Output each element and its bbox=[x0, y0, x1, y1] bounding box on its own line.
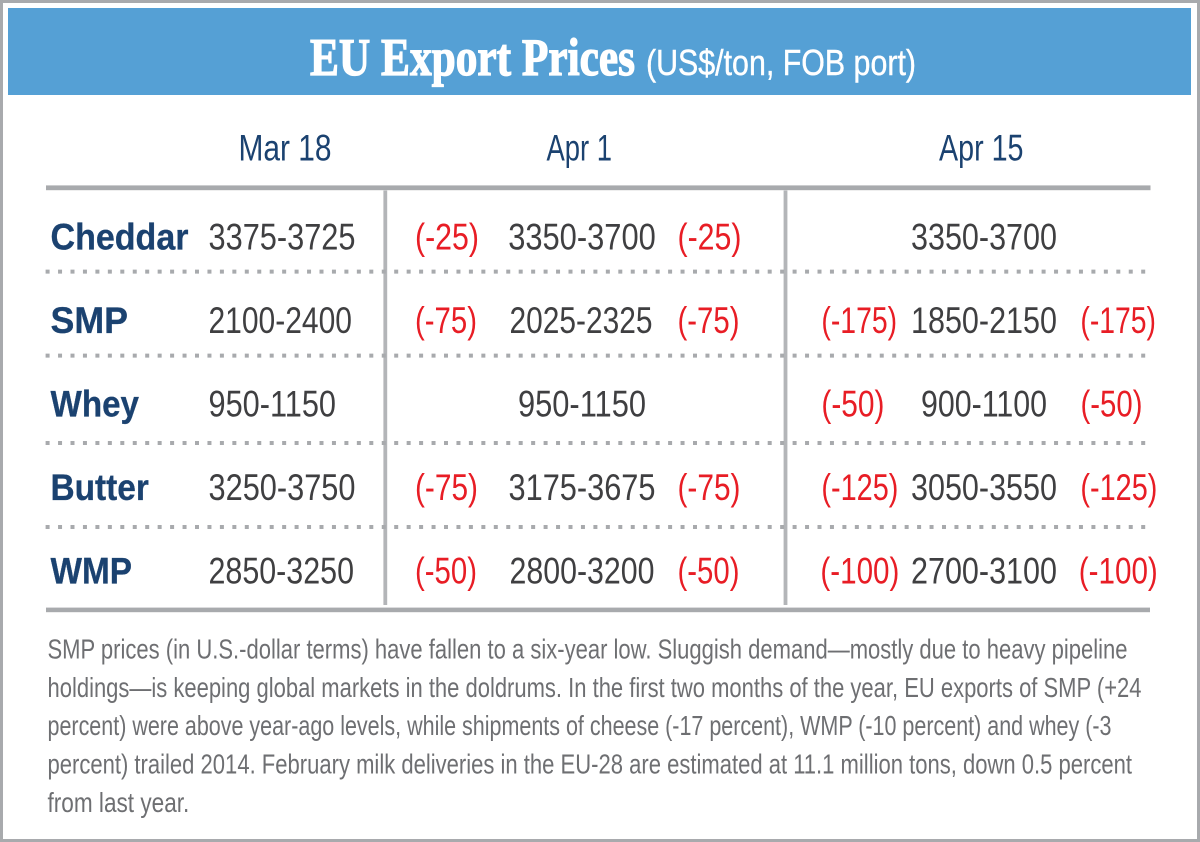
svg-text:(-175): (-175) bbox=[1080, 299, 1156, 341]
svg-text:(-125): (-125) bbox=[1080, 466, 1157, 508]
svg-text:(US$/ton, FOB port): (US$/ton, FOB port) bbox=[646, 42, 916, 83]
svg-text:3050-3550: 3050-3550 bbox=[911, 466, 1057, 508]
svg-text:Butter: Butter bbox=[51, 466, 150, 508]
svg-text:3350-3700: 3350-3700 bbox=[911, 216, 1057, 258]
svg-text:(-50): (-50) bbox=[678, 550, 740, 592]
svg-text:Cheddar: Cheddar bbox=[51, 216, 189, 258]
svg-text:(-25): (-25) bbox=[415, 216, 479, 258]
svg-text:percent) trailed 2014. Februar: percent) trailed 2014. February milk del… bbox=[48, 749, 1133, 780]
svg-text:3375-3725: 3375-3725 bbox=[209, 216, 356, 258]
svg-text:Apr 1: Apr 1 bbox=[547, 127, 613, 169]
svg-text:WMP: WMP bbox=[51, 550, 133, 592]
svg-text:(-100): (-100) bbox=[1079, 550, 1158, 592]
svg-text:EU Export Prices: EU Export Prices bbox=[310, 29, 635, 87]
svg-text:(-175): (-175) bbox=[821, 299, 897, 341]
svg-text:(-75): (-75) bbox=[678, 466, 741, 508]
svg-text:3250-3750: 3250-3750 bbox=[209, 466, 356, 508]
svg-text:Apr 15: Apr 15 bbox=[939, 127, 1024, 169]
svg-text:SMP: SMP bbox=[51, 299, 129, 341]
svg-text:Mar 18: Mar 18 bbox=[239, 127, 332, 169]
svg-text:2025-2325: 2025-2325 bbox=[510, 299, 653, 341]
svg-text:SMP prices (in U.S.-dollar ter: SMP prices (in U.S.-dollar terms) have f… bbox=[48, 634, 1128, 665]
svg-text:holdings—is keeping global mar: holdings—is keeping global markets in th… bbox=[48, 672, 1142, 703]
svg-text:(-50): (-50) bbox=[1081, 383, 1143, 425]
svg-text:Whey: Whey bbox=[51, 383, 140, 425]
svg-text:(-125): (-125) bbox=[821, 466, 898, 508]
svg-text:(-25): (-25) bbox=[678, 216, 742, 258]
svg-text:1850-2150: 1850-2150 bbox=[911, 299, 1057, 341]
svg-text:(-75): (-75) bbox=[415, 466, 478, 508]
svg-text:(-50): (-50) bbox=[821, 383, 884, 425]
svg-text:950-1150: 950-1150 bbox=[209, 383, 337, 425]
svg-text:from last year.: from last year. bbox=[48, 787, 190, 818]
svg-text:2700-3100: 2700-3100 bbox=[911, 550, 1057, 592]
svg-text:3175-3675: 3175-3675 bbox=[509, 466, 656, 508]
svg-text:900-1100: 900-1100 bbox=[921, 383, 1047, 425]
svg-text:3350-3700: 3350-3700 bbox=[508, 216, 656, 258]
svg-text:950-1150: 950-1150 bbox=[518, 383, 646, 425]
svg-text:(-100): (-100) bbox=[820, 550, 899, 592]
svg-text:(-75): (-75) bbox=[415, 299, 477, 341]
svg-text:2850-3250: 2850-3250 bbox=[209, 550, 355, 592]
svg-text:(-50): (-50) bbox=[415, 550, 477, 592]
svg-text:2800-3200: 2800-3200 bbox=[510, 550, 655, 592]
svg-text:(-75): (-75) bbox=[678, 299, 740, 341]
svg-text:percent) were above year-ago l: percent) were above year-ago levels, whi… bbox=[48, 710, 1112, 741]
svg-text:2100-2400: 2100-2400 bbox=[209, 299, 353, 341]
